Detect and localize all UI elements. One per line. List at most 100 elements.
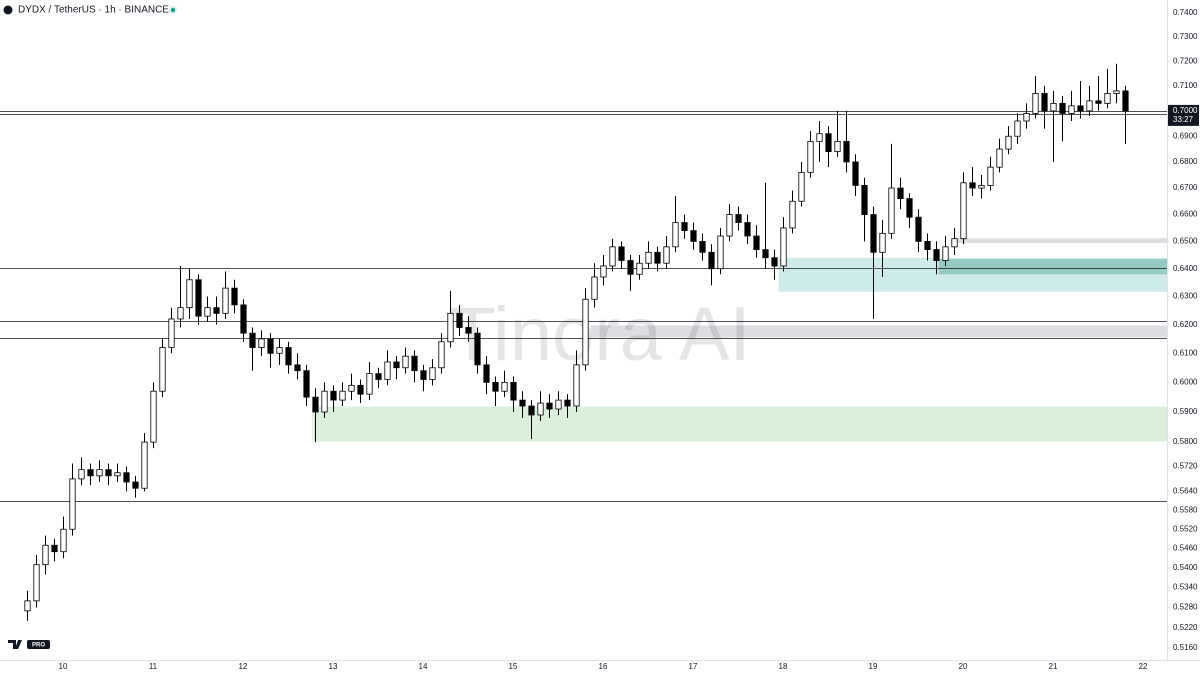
candle-body [78, 469, 85, 480]
candle-body [996, 148, 1003, 168]
candle-body [60, 528, 67, 553]
candle-body [708, 251, 715, 270]
candle-body [789, 200, 796, 229]
candle-body [906, 198, 913, 218]
candle-body [1014, 120, 1021, 137]
x-tick-label: 18 [779, 662, 788, 671]
candle-body [348, 384, 355, 392]
candle-body [501, 381, 508, 392]
candle-body [159, 347, 166, 392]
logo-mark [8, 640, 22, 649]
candle-body [51, 544, 58, 553]
candle-body [807, 140, 814, 173]
candle-body [969, 182, 976, 189]
candle-body [510, 381, 517, 401]
candle-body [105, 469, 112, 477]
candle-body [726, 214, 733, 237]
countdown: 33:27 [1173, 115, 1194, 124]
candle-body [942, 246, 949, 261]
background-layer [0, 111, 1167, 502]
candle-body [762, 249, 769, 259]
candle-body [825, 133, 832, 153]
candle-body [564, 399, 571, 407]
x-tick-label: 12 [239, 662, 248, 671]
x-tick-label: 15 [509, 662, 518, 671]
x-tick-label: 17 [689, 662, 698, 671]
candle-body [303, 370, 310, 398]
candle-body [258, 338, 265, 348]
candle-body [429, 367, 436, 380]
y-tick-label: 0.7300 [1173, 32, 1198, 41]
candle-body [168, 318, 175, 348]
y-tick-label: 0.5340 [1173, 583, 1198, 592]
candle-body [195, 279, 202, 317]
x-tick-label: 14 [419, 662, 428, 671]
watermark: Tinora AI [449, 292, 750, 377]
y-tick-label: 0.5160 [1173, 643, 1198, 652]
candle-body [24, 600, 31, 612]
symbol-icon [3, 5, 13, 15]
y-tick-label: 0.6800 [1173, 157, 1198, 166]
y-tick-label: 0.6200 [1173, 320, 1198, 329]
candle-body [204, 307, 211, 317]
candle-body [555, 399, 562, 410]
candle-body [312, 396, 319, 413]
y-tick-label: 0.5800 [1173, 437, 1198, 446]
zone [778, 257, 1167, 292]
candle-body [834, 140, 841, 153]
candle-body [519, 399, 526, 407]
candle-body [222, 287, 229, 314]
zone [590, 325, 1167, 338]
candle-body [438, 341, 445, 369]
x-tick-label: 22 [1139, 662, 1148, 671]
candle-body [357, 384, 364, 395]
x-tick-label: 16 [599, 662, 608, 671]
candle-body [447, 312, 454, 343]
candle-body [663, 246, 670, 264]
candle-body [465, 327, 472, 334]
candle-body [780, 227, 787, 267]
candle-body [546, 402, 553, 410]
candle-body [231, 287, 238, 306]
candle-body [627, 260, 634, 275]
x-tick-label: 10 [59, 662, 68, 671]
x-tick-label: 13 [329, 662, 338, 671]
candle-body [276, 347, 283, 354]
y-tick-label: 0.5460 [1173, 544, 1198, 553]
candle-body [249, 332, 256, 348]
candle-body [1113, 90, 1120, 94]
y-tick-label: 0.5220 [1173, 623, 1198, 632]
candle-body [681, 222, 688, 232]
candle-body [1095, 100, 1102, 104]
candle-body [1104, 92, 1111, 104]
candle-body [1032, 92, 1039, 114]
x-tick-label: 20 [959, 662, 968, 671]
x-tick-label: 19 [869, 662, 878, 671]
candle-body [1005, 135, 1012, 150]
last-price-box [1168, 104, 1199, 126]
candle-body [285, 347, 292, 366]
y-tick-label: 0.6900 [1173, 131, 1198, 140]
candle-body [1077, 105, 1084, 112]
candle-body [798, 171, 805, 202]
y-tick-label: 0.6700 [1173, 183, 1198, 192]
last-price-label: 0.7000 [1173, 106, 1198, 115]
y-tick-label: 0.7400 [1173, 8, 1198, 17]
zone [312, 406, 1167, 442]
candle-body [384, 361, 391, 380]
logo-badge: PRO [32, 643, 45, 649]
candle-body [744, 222, 751, 237]
y-tick-label: 0.6400 [1173, 264, 1198, 273]
y-tick-label: 0.6300 [1173, 292, 1198, 301]
candle-body [339, 390, 346, 401]
candle-body [1086, 100, 1093, 112]
zone [938, 259, 1167, 275]
candle-body [978, 185, 985, 189]
y-tick-label: 0.5900 [1173, 407, 1198, 416]
candle-body [96, 469, 103, 477]
chart-title: DYDX / TetherUS · 1h · BINANCE [18, 5, 169, 16]
candle-body [330, 390, 337, 401]
candle-body [672, 222, 679, 248]
candle-body [618, 246, 625, 261]
candle-body [141, 441, 148, 489]
